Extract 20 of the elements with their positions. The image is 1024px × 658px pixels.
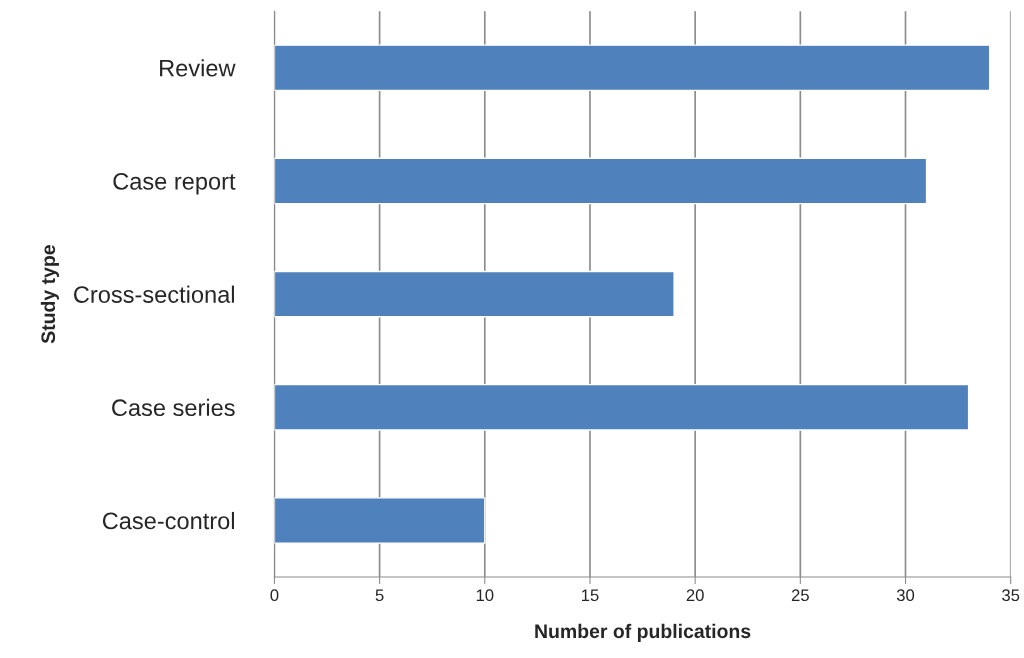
x-tick-label: 25 (791, 589, 809, 602)
bar (274, 383, 970, 431)
y-tick-label: Case series (112, 398, 235, 417)
x-axis-title: Number of publications (535, 623, 751, 642)
y-tick-label: Review (160, 59, 236, 77)
x-tick-label: 15 (581, 589, 599, 602)
x-tick-label: 30 (896, 589, 915, 602)
x-tick-label: 5 (375, 589, 384, 602)
x-tick-label: 10 (476, 589, 494, 602)
y-axis-title: Study type (40, 245, 59, 344)
y-tick-label: Case-control (102, 511, 234, 530)
x-tick-label: 0 (270, 589, 279, 602)
x-tick-label: 20 (686, 589, 704, 602)
bar (274, 270, 675, 318)
bar (274, 44, 991, 92)
bar (274, 497, 486, 544)
y-tick-label: Case report (113, 173, 236, 195)
y-tick-label: Cross-sectional (74, 285, 234, 303)
x-tick-label: 35 (1002, 589, 1020, 602)
bar (274, 157, 928, 205)
